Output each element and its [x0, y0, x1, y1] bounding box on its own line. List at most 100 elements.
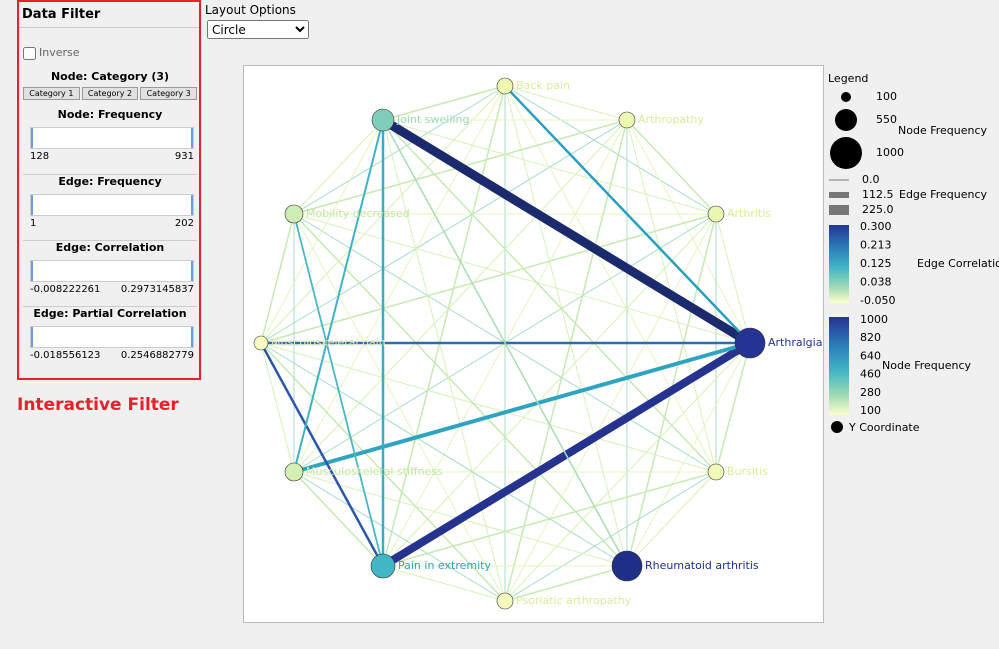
legend-label: 640 [860, 349, 881, 362]
edge-swatch [829, 205, 849, 215]
category-section: Node: Category (3) Category 1 Category 2… [23, 70, 198, 100]
slider-max: 931 [174, 151, 194, 162]
edge [504, 565, 628, 602]
edge [380, 116, 753, 347]
range-slider[interactable] [30, 260, 194, 282]
edge [504, 85, 628, 121]
range-slider[interactable] [30, 194, 194, 216]
legend-heading: Edge Frequency [899, 188, 987, 201]
inverse-checkbox[interactable]: Inverse [23, 46, 197, 60]
edge [293, 213, 384, 567]
slider-section: Edge: Partial Correlation -0.018556123 0.… [23, 306, 197, 361]
edge [260, 119, 384, 344]
size-swatch [835, 109, 857, 131]
legend-label: 820 [860, 331, 881, 344]
legend-label: 0.0 [862, 173, 880, 186]
node-label: Musculoskeletal pain [271, 336, 386, 349]
legend-label: 112.5 [862, 188, 894, 201]
node-label: Arthralgia [768, 336, 822, 349]
node-label: Mobility decreased [306, 207, 410, 220]
edge [293, 119, 384, 473]
size-swatch [841, 92, 851, 102]
legend-label: 0.125 [860, 257, 892, 270]
slider-section: Edge: Correlation -0.008222261 0.29731458… [23, 240, 197, 295]
edge [626, 119, 717, 215]
slider-max: 0.2973145837 [120, 284, 194, 295]
edge [293, 471, 506, 602]
edge [382, 119, 717, 215]
legend-label: 0.038 [860, 276, 892, 289]
legend-label: 100 [860, 404, 881, 417]
node [253, 335, 269, 351]
legend-label: 0.300 [860, 220, 892, 233]
slider-section: Node: Frequency 128 931 [23, 108, 197, 162]
slider-min: -0.018556123 [30, 350, 101, 361]
node-label: Pain in extremity [398, 559, 491, 572]
legend-label: Y Coordinate [848, 421, 920, 434]
slider-max: 202 [174, 218, 194, 229]
node-label: Musculoskeletal stiffness [306, 465, 443, 478]
layout-label: Layout Options [205, 3, 296, 17]
node [611, 550, 643, 582]
node-label: Arthritis [727, 207, 771, 220]
legend-label: -0.050 [860, 294, 895, 307]
legend-label: 225.0 [862, 203, 894, 216]
layout-select[interactable]: Circle [207, 20, 309, 39]
legend-label: 550 [876, 113, 897, 126]
edge [715, 213, 751, 344]
data-filter-panel: Data Filter Inverse Node: Category (3) C… [17, 0, 201, 380]
slider-min: 1 [30, 218, 37, 229]
node [496, 77, 514, 95]
section-title: Edge: Correlation [55, 241, 165, 254]
edge [260, 213, 717, 344]
legend-label: 0.213 [860, 239, 892, 252]
edge-swatch [829, 179, 849, 181]
node-label: Psoriatic arthropathy [516, 594, 632, 607]
legend-label: 280 [860, 386, 881, 399]
node [370, 553, 396, 579]
edge [382, 213, 717, 567]
category-button[interactable]: Category 1 [23, 87, 80, 100]
legend-heading: Edge Correlation [917, 257, 999, 270]
legend-label: 100 [876, 90, 897, 103]
edge [293, 213, 751, 344]
legend-label: 460 [860, 368, 881, 381]
slider-min: 128 [30, 151, 50, 162]
section-title: Edge: Partial Correlation [33, 307, 187, 320]
node-label: Arthropathy [638, 113, 704, 126]
legend-label: 1000 [860, 313, 888, 326]
node [371, 108, 395, 132]
node [284, 462, 304, 482]
edge [504, 85, 751, 344]
edge [260, 342, 717, 473]
node [707, 463, 725, 481]
edge [293, 213, 506, 602]
edge [259, 342, 385, 567]
edge [260, 342, 295, 473]
node [734, 327, 766, 359]
node [496, 592, 514, 610]
edge [382, 119, 628, 567]
category-button[interactable]: Category 2 [81, 87, 139, 100]
edge [504, 85, 628, 567]
inverse-label: Inverse [39, 46, 80, 59]
edge [626, 471, 717, 567]
category-button[interactable]: Category 3 [140, 87, 198, 100]
edge [260, 342, 628, 567]
size-swatch [830, 137, 862, 169]
range-slider[interactable] [30, 127, 194, 149]
range-slider[interactable] [30, 326, 194, 348]
edge [293, 119, 384, 215]
edge-swatch [829, 192, 849, 198]
section-title: Node: Frequency [57, 108, 163, 121]
node [284, 204, 304, 224]
node-label: Bursitis [727, 465, 768, 478]
edge [382, 85, 506, 121]
node [707, 205, 725, 223]
panel-title: Data Filter [19, 2, 199, 28]
node-label: Rheumatoid arthritis [645, 559, 759, 572]
edge [382, 119, 506, 602]
edge [626, 342, 751, 567]
section-title: Edge: Frequency [58, 175, 162, 188]
